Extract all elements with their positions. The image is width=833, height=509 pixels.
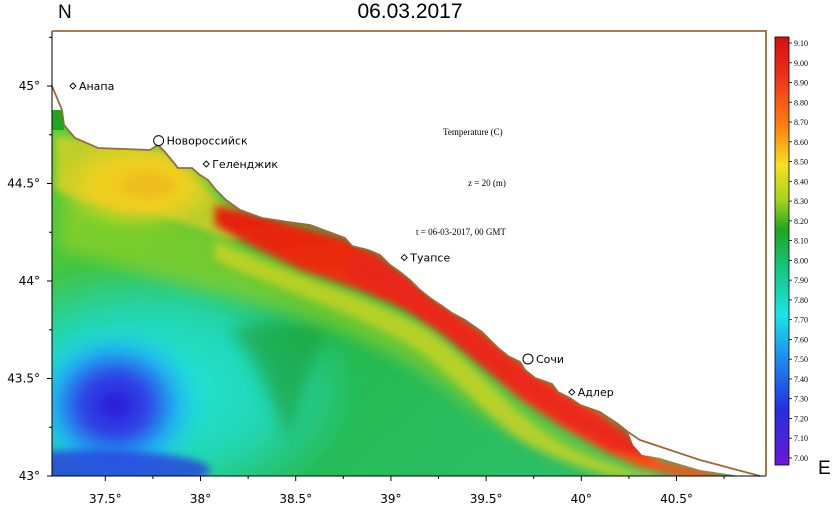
variable-label: Temperature (C) [443,127,503,137]
colorbar-label: 7.60 [794,335,808,344]
colorbar-labels: 9.10 9.00 8.90 8.80 8.70 8.60 8.50 8.40 8.30 8.20… [789,39,808,463]
x-tick-label: 40.5° [660,492,693,506]
city-marker [153,135,165,147]
time-label: t = 06-03-2017, 00 GMT [416,227,506,237]
x-tick-label: 38° [190,492,211,506]
colorbar-label: 7.00 [794,454,808,463]
x-tick-label: 39° [380,492,401,506]
y-axis: 45° 44.5° 44° 43.5° 43° [7,36,52,483]
city-label: Туапсе [409,252,450,265]
colorbar-label: 7.80 [794,296,808,305]
colorbar-label: 7.50 [794,355,808,364]
y-tick-label: 43.5° [7,372,40,386]
colorbar-label: 8.80 [794,98,808,107]
colorbar-label: 7.30 [794,395,808,404]
colorbar-label: 8.10 [794,237,808,246]
city-label: Сочи [536,353,564,366]
city-markers: Анапа Новороссийск Геленджик Туапсе Сочи Адле… [69,80,614,399]
y-tick-label: 45° [19,79,40,93]
x-tick-label: 40° [571,492,592,506]
colorbar-label: 8.60 [794,138,808,147]
temperature-field [52,110,752,476]
y-tick-label: 44.5° [7,177,40,191]
colorbar-label: 8.00 [794,256,808,265]
colorbar-label: 7.40 [794,375,808,384]
colorbar-label: 8.40 [794,177,808,186]
colorbar-label: 8.50 [794,158,808,167]
colorbar-label: 8.90 [794,79,808,88]
y-tick-label: 43° [19,469,40,483]
colorbar-label: 8.30 [794,197,808,206]
north-label: N [58,2,72,23]
city-label: Новороссийск [167,135,248,148]
depth-label: z = 20 (m) [468,178,506,188]
x-tick-label: 39.5° [470,492,503,506]
x-tick-label: 37.5° [89,492,122,506]
city-marker [522,353,534,365]
city-label: Геленджик [212,158,278,171]
colorbar-label: 7.70 [794,316,808,325]
map-border [52,30,767,476]
east-label: E [818,458,831,479]
city-marker [400,253,408,262]
y-tick-label: 44° [19,274,40,288]
city-marker [69,82,77,90]
map-title: 06.03.2017 [357,0,463,23]
colorbar-label: 7.90 [794,276,808,285]
city-marker [202,160,210,168]
x-axis: 37.5° 38° 38.5° 39° 39.5° 40° 40.5° [89,476,725,506]
colorbar-label: 8.20 [794,217,808,226]
colorbar [774,36,790,466]
colorbar-label: 8.70 [794,118,808,127]
x-tick-label: 38.5° [279,492,312,506]
coastline [51,85,761,477]
colorbar-label: 7.20 [794,414,808,423]
city-marker [568,388,576,396]
colorbar-label: 7.10 [794,434,808,443]
city-label: Адлер [578,386,614,399]
colorbar-label: 9.00 [794,59,808,68]
colorbar-label: 9.10 [794,39,808,48]
city-label: Анапа [79,80,114,93]
